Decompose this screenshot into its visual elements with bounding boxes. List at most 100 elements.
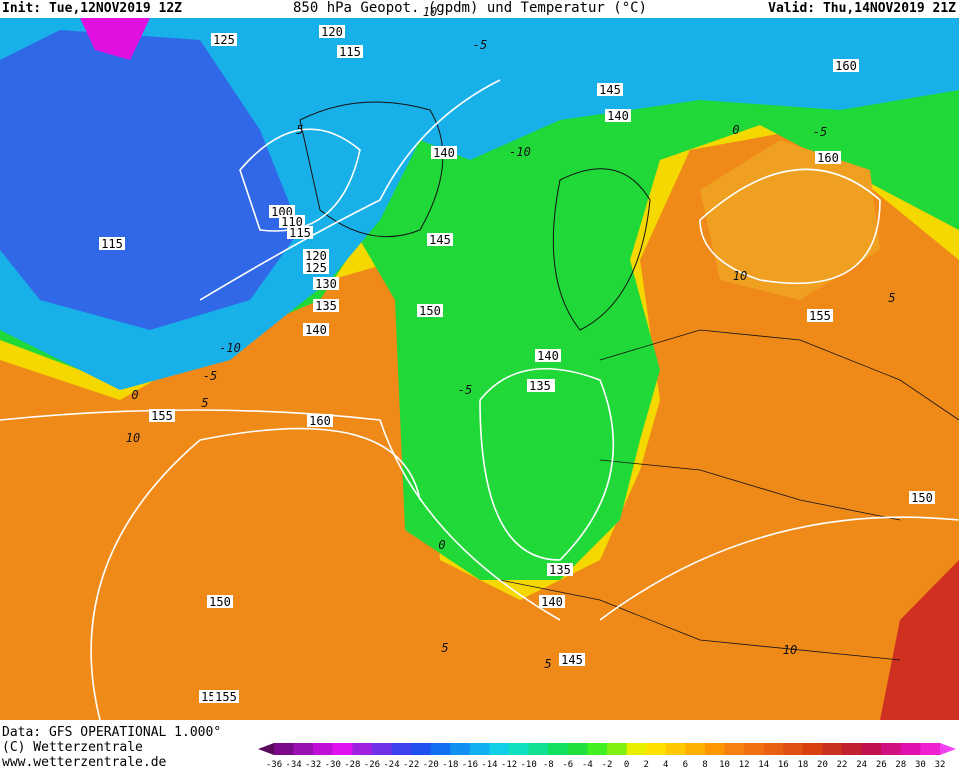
isotherm-label: 5 — [888, 291, 895, 305]
colorbar-label: -14 — [481, 760, 497, 770]
colorbar-label: 28 — [895, 760, 906, 770]
colorbar-bin — [313, 743, 334, 755]
colorbar-label: 24 — [856, 760, 867, 770]
colorbar-bin — [587, 743, 608, 755]
colorbar-label: 2 — [643, 760, 648, 770]
isotherm-label: -5 — [473, 38, 487, 52]
label-box — [427, 233, 453, 246]
isotherm-label: 0 — [438, 538, 445, 552]
colorbar-bin — [881, 743, 902, 755]
isohypse-label: 160 — [817, 151, 839, 165]
isohypse-label: 140 — [607, 109, 629, 123]
label-box — [527, 379, 553, 392]
label-box — [303, 323, 329, 336]
colorbar-bin — [607, 743, 628, 755]
label-box — [431, 146, 457, 159]
colorbar-bin — [352, 743, 373, 755]
colorbar-label: 16 — [778, 760, 789, 770]
colorbar-label: -8 — [543, 760, 554, 770]
map-title: 850 hPa Geopot. (gpdm) und Temperatur (°… — [293, 0, 647, 16]
isohypse-label: 160 — [835, 59, 857, 73]
isohypse-label: 145 — [561, 653, 583, 667]
label-box — [807, 309, 833, 322]
isohypse-label: 135 — [315, 299, 337, 313]
colorbar-label: 6 — [683, 760, 688, 770]
colorbar-label: -24 — [383, 760, 399, 770]
label-box — [597, 83, 623, 96]
isohypse-label: 145 — [429, 233, 451, 247]
colorbar-label: -6 — [562, 760, 573, 770]
colorbar-bin — [685, 743, 706, 755]
colorbar-bin — [822, 743, 843, 755]
colorbar-label: -32 — [305, 760, 321, 770]
colorbar-label: 18 — [797, 760, 808, 770]
label-box — [279, 215, 305, 228]
colorbar-bin — [920, 743, 941, 755]
colorbar-label: -36 — [266, 760, 282, 770]
colorbar-label: -28 — [344, 760, 360, 770]
valid-time: Valid: Thu,14NOV2019 21Z — [768, 1, 956, 16]
colorbar-label: -22 — [403, 760, 419, 770]
label-box — [303, 249, 329, 262]
colorbar-label: -30 — [325, 760, 341, 770]
label-box — [559, 653, 585, 666]
isotherm-label: -5 — [203, 369, 217, 383]
label-box — [207, 595, 233, 608]
isotherm-label: 5 — [296, 123, 303, 137]
isotherm-label: 10 — [126, 431, 140, 445]
label-box — [313, 277, 339, 290]
colorbar-bin — [450, 743, 471, 755]
isotherm-label: -5 — [813, 125, 827, 139]
colorbar-label: 0 — [624, 760, 629, 770]
label-box — [99, 237, 125, 250]
colorbar-bin — [744, 743, 765, 755]
label-box — [833, 59, 859, 72]
isotherm-label: 10 — [733, 269, 747, 283]
colorbar-bin — [900, 743, 921, 755]
colorbar-bin — [509, 743, 530, 755]
label-box — [605, 109, 631, 122]
isohypse-label: 130 — [315, 277, 337, 291]
colorbar-bin — [411, 743, 432, 755]
label-box — [547, 563, 573, 576]
label-box — [303, 261, 329, 274]
colorbar-bin — [391, 743, 412, 755]
colorbar-arrow-low — [258, 743, 274, 755]
colorbar-label: 12 — [739, 760, 750, 770]
label-box — [211, 33, 237, 46]
isohypse-label: 145 — [599, 83, 621, 97]
colorbar-label: -2 — [602, 760, 613, 770]
isotherm-label: -10 — [509, 145, 531, 159]
colorbar-bin — [528, 743, 549, 755]
colorbar-label: 10 — [719, 760, 730, 770]
map — [0, 18, 959, 721]
isohypse-label: 150 — [419, 304, 441, 318]
isohypse-label: 155 — [151, 409, 173, 423]
colorbar-bin — [626, 743, 647, 755]
colorbar-bin — [469, 743, 490, 755]
colorbar-label: 30 — [915, 760, 926, 770]
isohypse-label: 125 — [213, 33, 235, 47]
isohypse-label: 140 — [433, 146, 455, 160]
colorbar-label: 8 — [702, 760, 707, 770]
isohypse-label: 155 — [215, 690, 237, 704]
isotherm-label: 5 — [441, 641, 448, 655]
isohypse-label: 150 — [209, 595, 231, 609]
colorbar-bin — [665, 743, 686, 755]
colorbar-bin — [842, 743, 863, 755]
colorbar-label: -20 — [423, 760, 439, 770]
colorbar-bin — [802, 743, 823, 755]
isohypse-label: 140 — [305, 323, 327, 337]
label-box — [417, 304, 443, 317]
isotherm-label: 0 — [732, 123, 739, 137]
isotherm-label: 5 — [201, 396, 208, 410]
colorbar-bin — [763, 743, 784, 755]
colorbar-bin — [724, 743, 745, 755]
init-time: Init: Tue,12NOV2019 12Z — [2, 1, 182, 16]
colorbar-label: 26 — [876, 760, 887, 770]
label-box — [307, 414, 333, 427]
colorbar-bin — [567, 743, 588, 755]
colorbar-label: -12 — [501, 760, 517, 770]
